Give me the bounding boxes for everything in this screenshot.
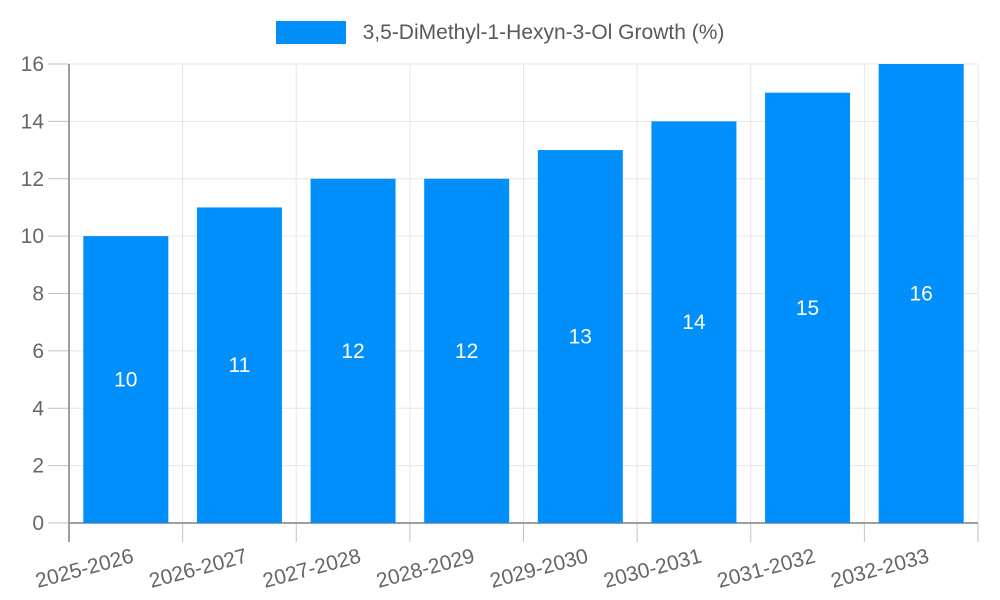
bar[interactable]: [196, 207, 282, 523]
bar-value-label: 15: [796, 297, 819, 320]
bar[interactable]: [878, 64, 964, 523]
y-axis-tick-label: 0: [32, 512, 44, 535]
y-axis-tick-label: 4: [32, 397, 44, 420]
bar[interactable]: [765, 92, 851, 523]
bar-value-label: 12: [455, 340, 478, 363]
x-axis-category-label: 2026-2027: [147, 545, 250, 593]
x-axis-category-label: 2025-2026: [33, 545, 136, 593]
y-axis-tick-label: 12: [21, 168, 44, 191]
bar[interactable]: [424, 178, 510, 523]
x-axis-category-label: 2029-2030: [488, 545, 591, 593]
legend-label: 3,5-DiMethyl-1-Hexyn-3-Ol Growth (%): [362, 21, 725, 44]
y-axis-tick-label: 8: [32, 283, 44, 306]
bar-value-label: 10: [114, 369, 137, 392]
x-axis-category-label: 2028-2029: [374, 545, 477, 593]
bar[interactable]: [651, 121, 737, 523]
legend-swatch-icon: [275, 21, 346, 44]
y-axis-tick-label: 16: [21, 53, 44, 76]
bar-value-label: 13: [569, 326, 592, 349]
x-axis-category-label: 2031-2032: [715, 545, 818, 593]
y-axis-tick-label: 10: [21, 225, 44, 248]
bar[interactable]: [83, 236, 169, 523]
bar-value-label: 14: [682, 311, 706, 334]
y-axis-tick-label: 6: [32, 340, 44, 363]
legend[interactable]: 3,5-DiMethyl-1-Hexyn-3-Ol Growth (%): [0, 21, 1000, 44]
bar[interactable]: [537, 150, 623, 523]
bar-value-label: 11: [229, 354, 251, 377]
y-axis-tick-label: 2: [32, 455, 44, 478]
bar-value-label: 12: [341, 340, 364, 363]
x-axis-category-label: 2030-2031: [601, 545, 704, 593]
y-axis-tick-label: 14: [21, 110, 45, 133]
x-axis-category-label: 2027-2028: [260, 545, 363, 593]
bar-value-label: 16: [910, 283, 933, 306]
bar[interactable]: [310, 178, 396, 523]
x-axis-category-label: 2032-2033: [829, 545, 932, 593]
